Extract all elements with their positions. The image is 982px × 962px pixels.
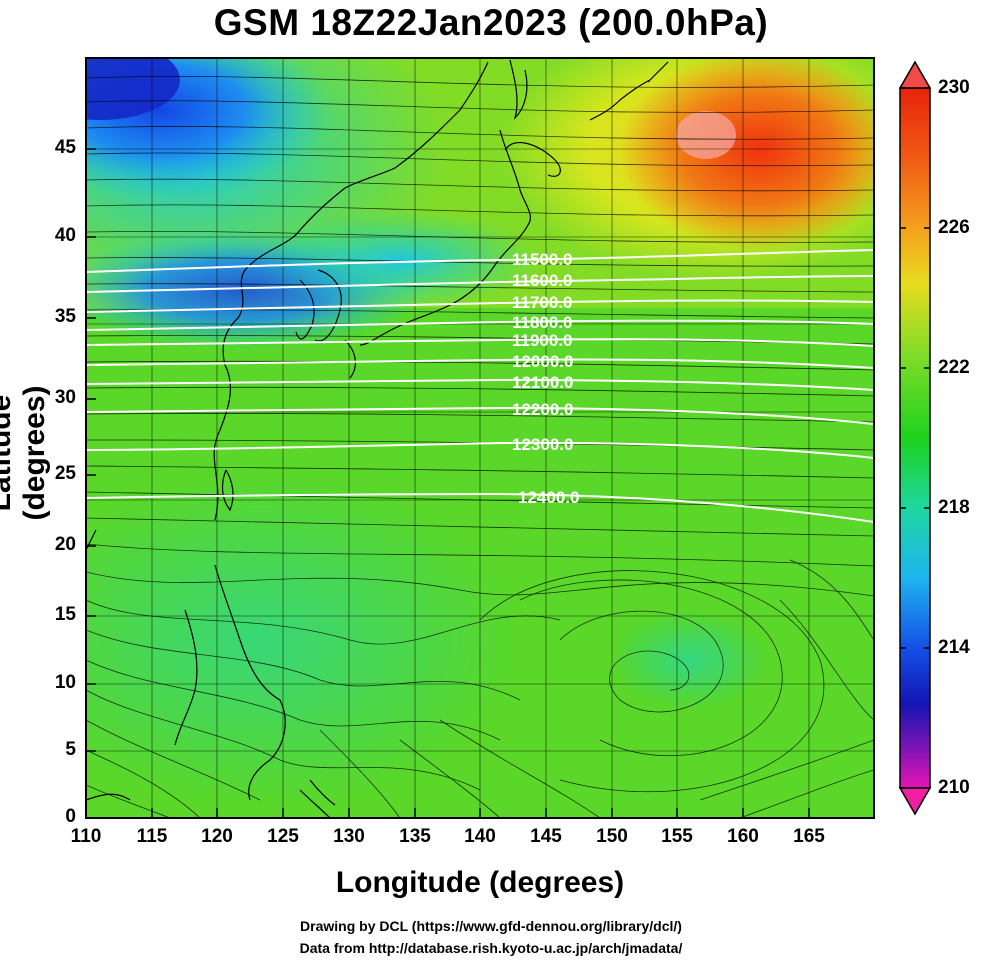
x-tick-label: 140 <box>464 826 496 847</box>
contour-label: 11900.0 <box>512 331 573 350</box>
contour-label: 11800.0 <box>512 313 573 332</box>
wind-streamlines <box>86 75 874 818</box>
colorbar-tick-label: 222 <box>938 357 970 378</box>
axis-ticks <box>85 148 810 819</box>
x-tick-label: 145 <box>530 826 562 847</box>
data-credit: Data from http://database.rish.kyoto-u.a… <box>299 940 683 956</box>
colorbar-tick-label: 210 <box>938 777 970 798</box>
y-tick-label: 15 <box>54 604 76 625</box>
x-tick-label: 155 <box>661 826 693 847</box>
graticule <box>86 58 874 818</box>
y-tick-label: 10 <box>54 672 76 693</box>
y-tick-label: 40 <box>54 225 76 246</box>
contour-labels: 11500.0 11600.0 11700.0 11800.0 11900.0 … <box>512 250 579 507</box>
x-tick-label: 110 <box>70 826 102 847</box>
colorbar-upper-arrow <box>898 60 932 89</box>
x-tick-label: 150 <box>596 826 628 847</box>
contour-label: 11700.0 <box>512 293 573 312</box>
contour-label: 12000.0 <box>512 352 573 371</box>
colorbar <box>898 60 932 816</box>
y-tick-label: 0 <box>65 806 76 827</box>
map-title: GSM 18Z22Jan2023 (200.0hPa) <box>213 2 769 43</box>
y-tick-label: 5 <box>65 739 76 760</box>
contour-label: 12200.0 <box>512 400 573 419</box>
x-tick-label: 160 <box>727 826 759 847</box>
colorbar-lower-arrow <box>898 787 932 816</box>
drawing-credit: Drawing by DCL (https://www.gfd-dennou.o… <box>300 918 682 934</box>
y-tick-label: 20 <box>54 534 76 555</box>
coastlines <box>86 59 669 818</box>
colorbar-tick-label: 214 <box>938 637 970 658</box>
x-tick-label: 135 <box>399 826 431 847</box>
y-tick-label: 35 <box>54 306 76 327</box>
contour-label: 11600.0 <box>512 271 573 290</box>
y-tick-label: 45 <box>54 137 76 158</box>
x-axis-label: Longitude (degrees) <box>335 866 625 899</box>
contour-label: 12400.0 <box>518 488 579 507</box>
y-tick-label: 30 <box>54 387 76 408</box>
colorbar-tick-label: 230 <box>938 77 970 98</box>
y-tick-label: 25 <box>54 463 76 484</box>
x-tick-label: 130 <box>333 826 365 847</box>
x-tick-label: 115 <box>136 826 168 847</box>
x-tick-label: 165 <box>793 826 825 847</box>
colorbar-tick-label: 226 <box>938 217 970 238</box>
x-tick-label: 120 <box>201 826 233 847</box>
x-tick-label: 125 <box>267 826 299 847</box>
contour-label: 11500.0 <box>512 250 573 269</box>
colorbar-tick-label: 218 <box>938 497 970 518</box>
height-contours <box>85 249 875 523</box>
contour-label: 12300.0 <box>512 435 573 454</box>
contour-label: 12100.0 <box>512 373 573 392</box>
